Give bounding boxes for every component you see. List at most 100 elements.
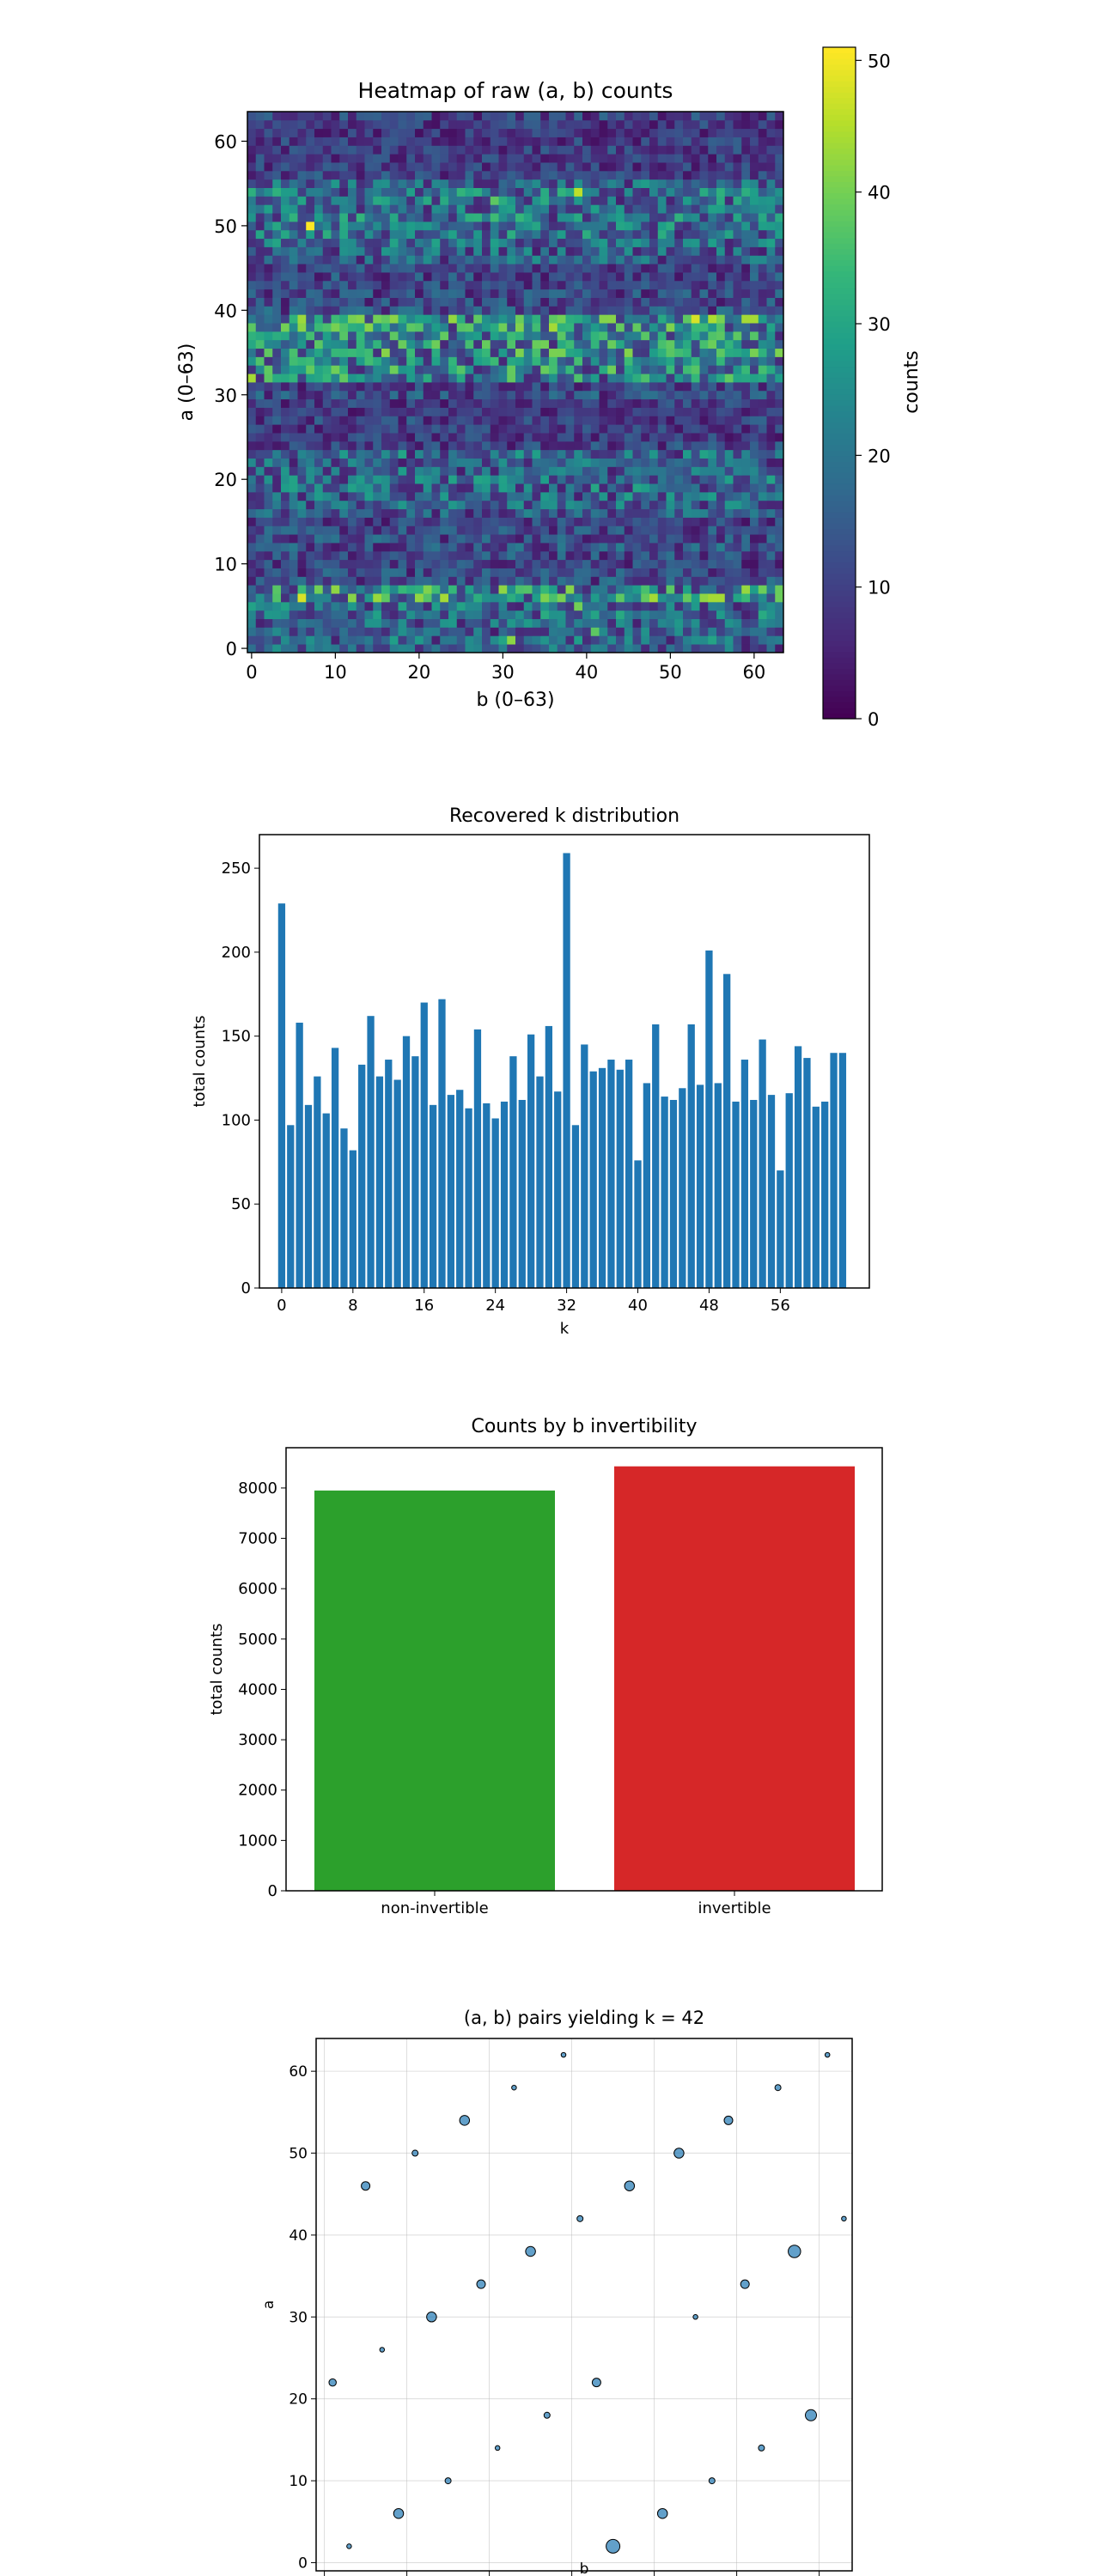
heatmap-cell [389, 483, 399, 493]
heatmap-cell [482, 374, 491, 383]
heatmap-cell [624, 339, 633, 349]
heatmap-cell [716, 475, 726, 484]
heatmap-cell [549, 365, 558, 374]
heatmap-cell [465, 374, 474, 383]
heatmap-cell [599, 593, 608, 603]
heatmap-cell [373, 483, 382, 493]
heatmap-cell [507, 424, 516, 434]
heatmap-cell [540, 466, 550, 476]
heatmap-cell [607, 627, 617, 636]
heatmap-cell [724, 390, 734, 400]
heatmap-cell [373, 306, 382, 315]
heatmap-cell [624, 466, 633, 476]
heatmap-cell [281, 440, 290, 451]
heatmap-cell [339, 128, 349, 137]
heatmap-cell [666, 568, 675, 577]
heatmap-cell [607, 154, 617, 163]
heatmap-cell [389, 255, 399, 264]
heatmap-cell [532, 272, 541, 282]
heatmap-cell [465, 306, 474, 315]
heatmap-cell [649, 508, 659, 518]
heatmap-cell [507, 119, 516, 130]
heatmap-cell [473, 593, 483, 603]
heatmap-cell [331, 323, 340, 332]
heatmap-cell [657, 424, 667, 434]
invertibility-y-axis-label: total counts [208, 1623, 226, 1715]
heatmap-cell [515, 179, 525, 188]
heatmap-cell [389, 339, 399, 349]
heatmap-cell [389, 112, 399, 121]
heatmap-cell [632, 297, 642, 307]
heatmap-cell [607, 128, 617, 137]
heatmap-cell [440, 517, 449, 526]
heatmap-cell [616, 483, 625, 493]
heatmap-cell [423, 593, 432, 603]
heatmap-cell [616, 221, 625, 231]
heatmap-cell [724, 644, 734, 653]
heatmap-cell [247, 398, 257, 408]
heatmap-cell [532, 306, 541, 315]
heatmap-cell [666, 170, 675, 180]
heatmap-cell [549, 154, 558, 163]
heatmap-cell [699, 119, 709, 130]
heatmap-cell [465, 483, 474, 493]
heatmap-cell [339, 458, 349, 467]
heatmap-cell [616, 635, 625, 645]
k-bar [554, 1091, 562, 1288]
heatmap-cell [766, 424, 776, 434]
heatmap-cell [389, 424, 399, 434]
colorbar-segment [823, 75, 856, 82]
heatmap-cell [490, 137, 499, 146]
heatmap-cell [540, 145, 550, 155]
scatter-point [774, 2084, 782, 2092]
heatmap-cell [456, 213, 466, 222]
heatmap-cell [431, 339, 441, 349]
heatmap-cell [758, 238, 767, 247]
heatmap-cell [297, 550, 307, 561]
colorbar-segment [823, 248, 856, 255]
heatmap-cell [498, 508, 508, 518]
heatmap-cell [339, 314, 349, 324]
heatmap-cell [674, 112, 684, 121]
heatmap-cell [624, 585, 633, 594]
heatmap-cell [557, 162, 566, 172]
heatmap-cell [532, 483, 541, 493]
heatmap-cell [775, 365, 784, 374]
heatmap-cell [565, 365, 575, 374]
heatmap-cell [683, 559, 692, 568]
heatmap-cell [750, 255, 759, 264]
heatmap-cell [406, 187, 416, 197]
heatmap-cell [532, 568, 541, 577]
heatmap-cell [708, 112, 717, 121]
heatmap-cell [557, 179, 566, 188]
heatmap-cell [766, 390, 776, 400]
colorbar-segment [823, 612, 856, 619]
heatmap-cell [456, 331, 466, 341]
heatmap-cell [691, 246, 700, 256]
heatmap-cell [590, 543, 600, 552]
heatmap-cell [741, 280, 751, 290]
heatmap-cell [691, 356, 700, 366]
heatmap-cell [708, 416, 717, 425]
heatmap-cell [398, 306, 407, 315]
heatmap-cell [632, 559, 642, 568]
heatmap-cell [322, 264, 332, 273]
heatmap-cell [440, 170, 449, 180]
heatmap-cell [699, 585, 709, 594]
heatmap-cell [473, 508, 483, 518]
heatmap-cell [431, 526, 441, 535]
heatmap-cell [624, 475, 633, 484]
heatmap-cell [482, 610, 491, 620]
heatmap-cell [339, 179, 349, 188]
heatmap-cell [565, 491, 575, 501]
heatmap-cell [624, 618, 633, 628]
heatmap-cell [632, 585, 642, 594]
heatmap-cell [297, 272, 307, 282]
heatmap-cell [515, 390, 525, 400]
colorbar-segment [823, 293, 856, 300]
k-y-tick-label: 50 [231, 1195, 251, 1213]
heatmap-cell [364, 627, 374, 636]
heatmap-cell [590, 229, 600, 240]
heatmap-cell [523, 416, 533, 425]
heatmap-cell [306, 255, 315, 264]
